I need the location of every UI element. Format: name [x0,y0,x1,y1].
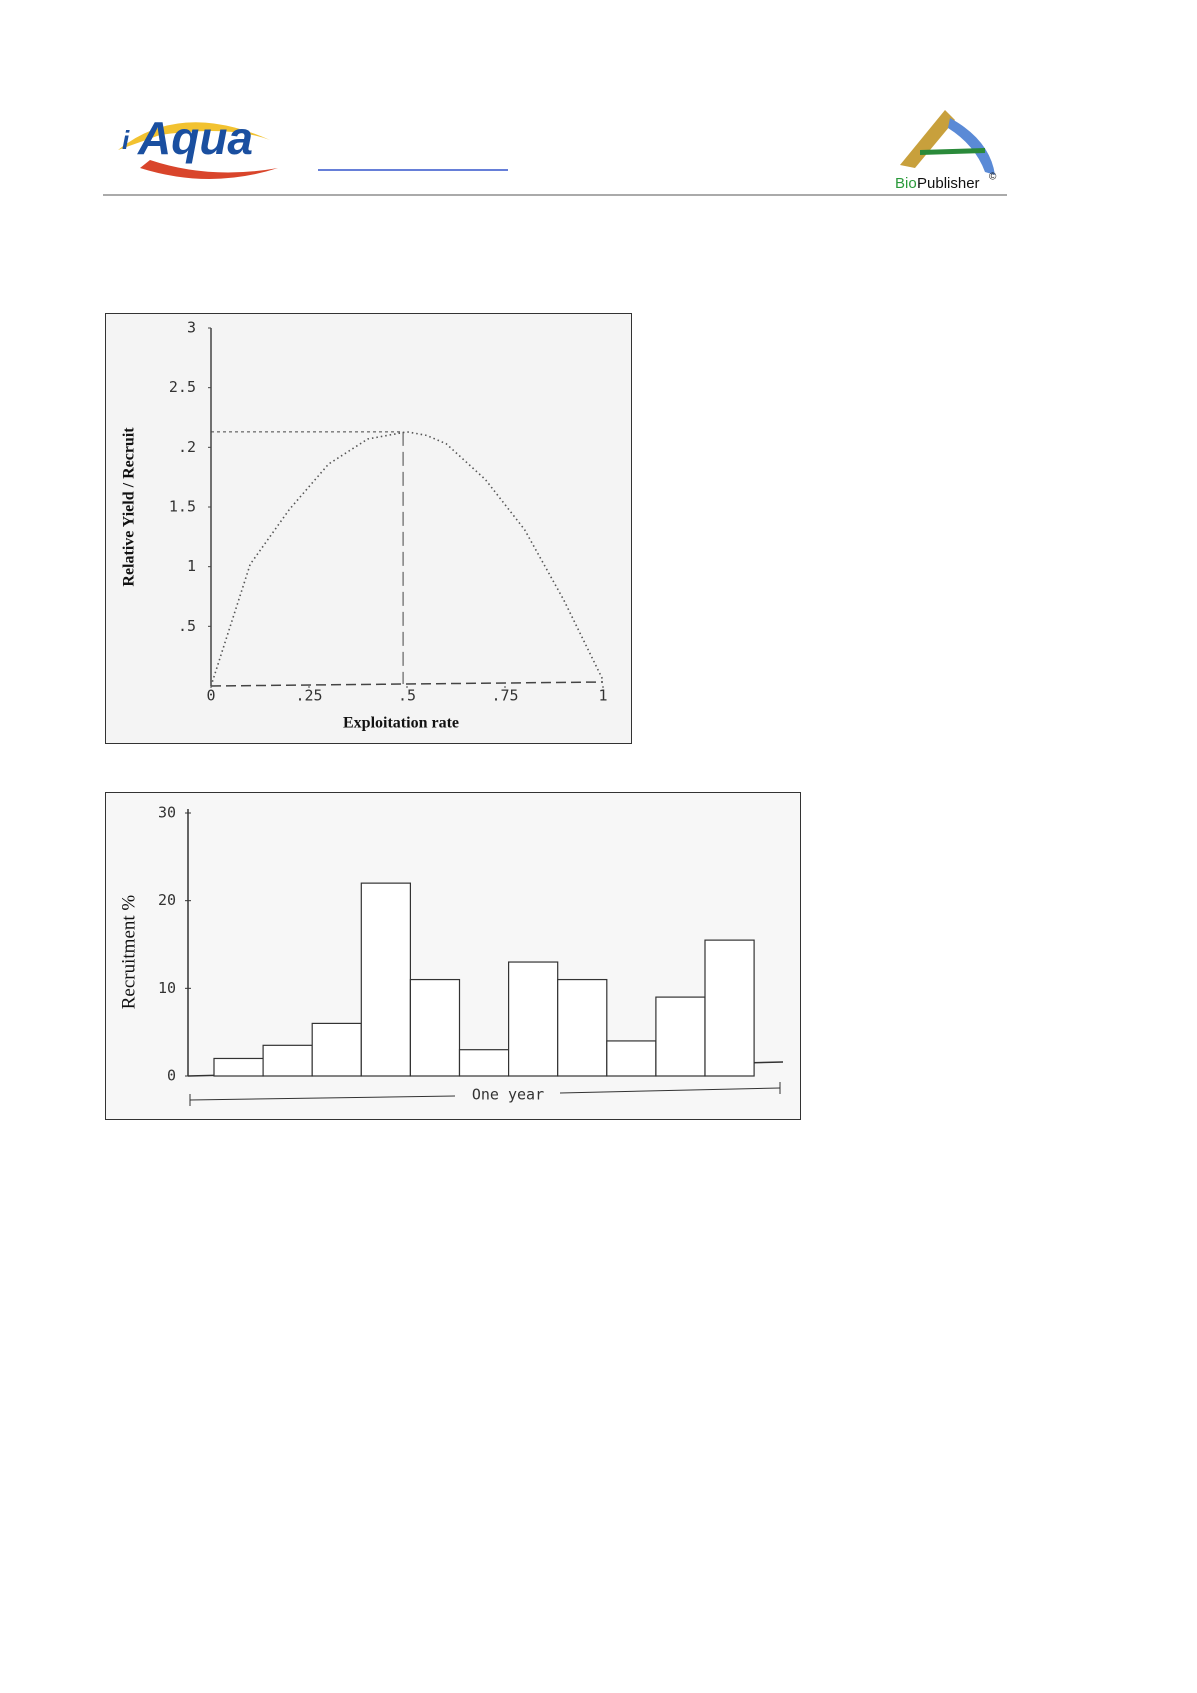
x-axis-label: Exploitation rate [343,715,459,732]
bar [557,978,608,1077]
figure-frame [105,313,632,744]
y-tick-label: 0 [167,1067,176,1085]
logo-swoosh [118,122,270,150]
y-axis-label: Relative Yield / Recruit [121,427,138,587]
bar [360,882,411,1077]
logo-mark [948,118,995,175]
y-tick-label: .5 [178,617,196,635]
x-axis-label: One year [472,1086,544,1104]
span-line [559,1087,781,1094]
y-tick-label: 30 [158,804,176,822]
yield-chart: .5 1 1.5 .2 2.5 3 0 .25 .5 .75 1 Relative Yield / R… [121,319,608,732]
y-tick-label: 10 [158,979,176,997]
header: i Aqua Bio Publisher © [103,110,1007,196]
x-tick-label: .5 [398,687,416,705]
logo-publisher: Publisher [917,175,980,192]
bar [311,1022,362,1077]
bar [508,961,559,1077]
x-tick-label: .75 [491,687,518,705]
logo-copyright: © [989,172,997,183]
bar [262,1044,313,1077]
logo-mark [900,110,955,168]
logo-bio: Bio [895,175,917,192]
y-tick-label: 2.5 [169,378,196,396]
bar [409,978,461,1077]
bar [704,939,755,1077]
recruitment-chart: 0 10 20 30 One year Recruitment % [118,804,784,1106]
bar [606,1040,657,1077]
y-tick-label: .2 [178,438,196,456]
y-tick-label: 20 [158,891,176,909]
x-tick-label: .25 [295,687,322,705]
logo-mark [920,148,985,155]
y-tick-label: 1 [187,557,196,575]
x-tick-label: 0 [206,687,215,705]
bar [655,996,706,1077]
logo-aqua: Aqua [137,112,253,164]
yield-curve [210,431,604,687]
x-tick-label: 1 [598,687,607,705]
span-line [189,1095,456,1101]
logo-swoosh [140,160,278,179]
y-axis-label: Recruitment % [118,895,139,1010]
y-tick-label: 1.5 [169,498,196,516]
x-axis [210,681,604,687]
bar [213,1057,264,1077]
y-tick-label: 3 [187,319,196,337]
logo-i: i [122,125,130,155]
bar [458,1049,510,1077]
